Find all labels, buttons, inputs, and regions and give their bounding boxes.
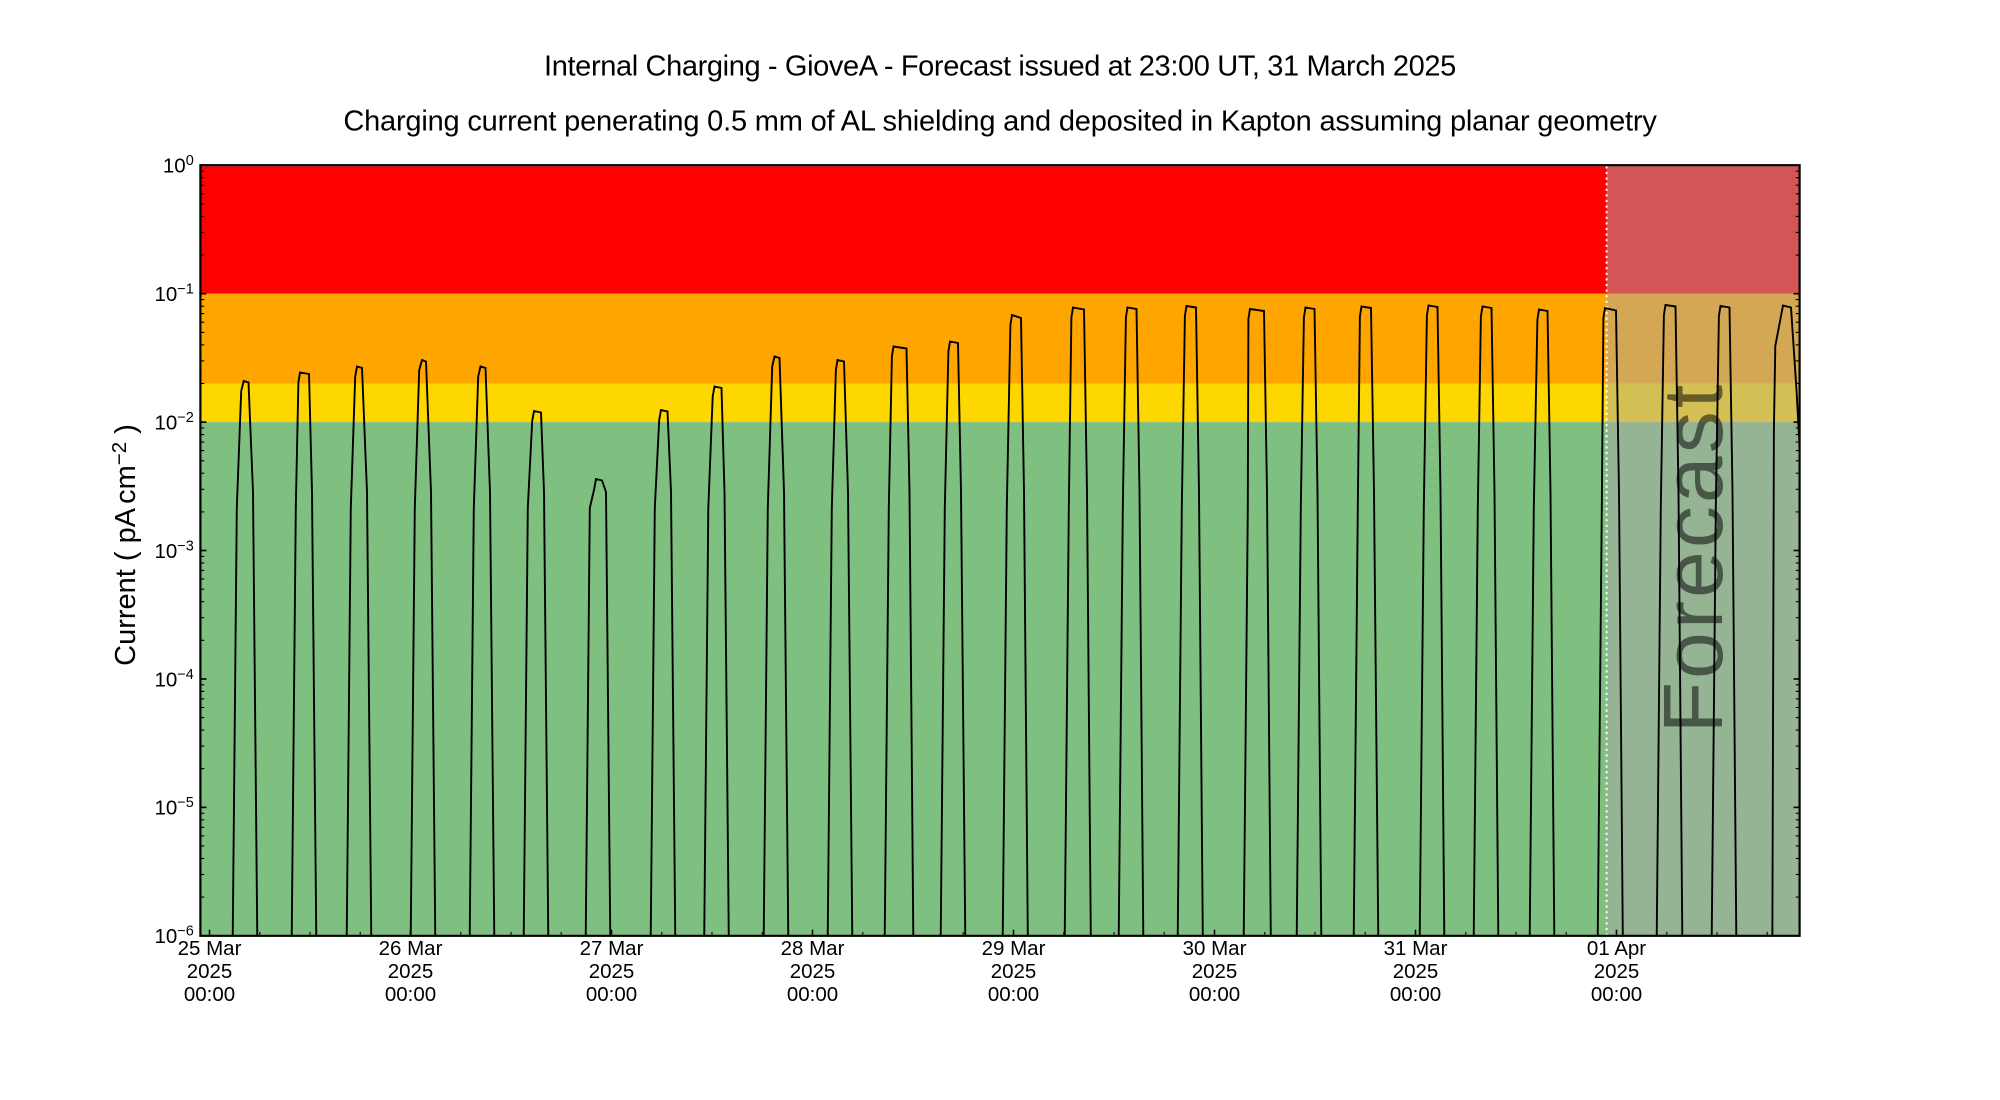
svg-text:26 Mar: 26 Mar	[379, 937, 443, 960]
svg-text:25 Mar: 25 Mar	[178, 937, 242, 960]
svg-text:27 Mar: 27 Mar	[580, 937, 644, 960]
svg-text:28 Mar: 28 Mar	[781, 937, 845, 960]
svg-text:29 Mar: 29 Mar	[982, 937, 1046, 960]
svg-text:00:00: 00:00	[1591, 983, 1642, 1006]
svg-text:2025: 2025	[1393, 960, 1439, 983]
svg-text:Charging current penerating 0.: Charging current penerating 0.5 mm of AL…	[343, 105, 1657, 137]
svg-text:00:00: 00:00	[385, 983, 436, 1006]
svg-text:2025: 2025	[991, 960, 1037, 983]
svg-text:01 Apr: 01 Apr	[1587, 937, 1646, 960]
svg-text:2025: 2025	[790, 960, 836, 983]
svg-text:00:00: 00:00	[1189, 983, 1240, 1006]
svg-text:2025: 2025	[1192, 960, 1238, 983]
svg-text:00:00: 00:00	[586, 983, 637, 1006]
svg-text:2025: 2025	[187, 960, 233, 983]
svg-text:10−3: 10−3	[154, 538, 193, 563]
svg-text:00:00: 00:00	[1390, 983, 1441, 1006]
svg-text:00:00: 00:00	[184, 983, 235, 1006]
svg-text:10−1: 10−1	[154, 282, 193, 307]
svg-text:2025: 2025	[589, 960, 635, 983]
svg-text:2025: 2025	[388, 960, 434, 983]
svg-text:00:00: 00:00	[988, 983, 1039, 1006]
svg-text:Internal Charging - GioveA - F: Internal Charging - GioveA - Forecast is…	[544, 51, 1456, 83]
svg-text:00:00: 00:00	[787, 983, 838, 1006]
svg-text:31 Mar: 31 Mar	[1384, 937, 1448, 960]
svg-text:2025: 2025	[1594, 960, 1640, 983]
svg-text:30 Mar: 30 Mar	[1183, 937, 1247, 960]
